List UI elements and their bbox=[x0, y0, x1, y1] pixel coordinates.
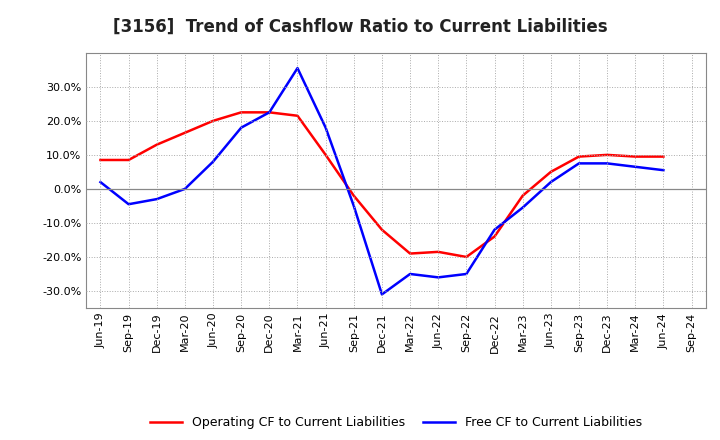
Operating CF to Current Liabilities bbox=[406, 251, 415, 256]
Free CF to Current Liabilities bbox=[603, 161, 611, 166]
Free CF to Current Liabilities bbox=[125, 202, 133, 207]
Operating CF to Current Liabilities bbox=[490, 234, 499, 239]
Operating CF to Current Liabilities bbox=[546, 169, 555, 175]
Operating CF to Current Liabilities bbox=[518, 193, 527, 198]
Operating CF to Current Liabilities bbox=[125, 158, 133, 163]
Legend: Operating CF to Current Liabilities, Free CF to Current Liabilities: Operating CF to Current Liabilities, Fre… bbox=[145, 411, 647, 434]
Line: Operating CF to Current Liabilities: Operating CF to Current Liabilities bbox=[101, 112, 663, 257]
Operating CF to Current Liabilities bbox=[377, 227, 386, 232]
Free CF to Current Liabilities bbox=[293, 66, 302, 71]
Free CF to Current Liabilities bbox=[434, 275, 443, 280]
Free CF to Current Liabilities bbox=[96, 180, 105, 185]
Operating CF to Current Liabilities bbox=[153, 142, 161, 147]
Operating CF to Current Liabilities bbox=[462, 254, 471, 260]
Operating CF to Current Liabilities bbox=[181, 130, 189, 136]
Free CF to Current Liabilities bbox=[265, 110, 274, 115]
Operating CF to Current Liabilities bbox=[96, 158, 105, 163]
Free CF to Current Liabilities bbox=[462, 271, 471, 277]
Line: Free CF to Current Liabilities: Free CF to Current Liabilities bbox=[101, 68, 663, 294]
Free CF to Current Liabilities bbox=[406, 271, 415, 277]
Operating CF to Current Liabilities bbox=[575, 154, 583, 159]
Operating CF to Current Liabilities bbox=[603, 152, 611, 158]
Free CF to Current Liabilities bbox=[153, 197, 161, 202]
Text: [3156]  Trend of Cashflow Ratio to Current Liabilities: [3156] Trend of Cashflow Ratio to Curren… bbox=[113, 18, 607, 36]
Free CF to Current Liabilities bbox=[546, 180, 555, 185]
Free CF to Current Liabilities bbox=[575, 161, 583, 166]
Operating CF to Current Liabilities bbox=[321, 152, 330, 158]
Free CF to Current Liabilities bbox=[490, 227, 499, 232]
Operating CF to Current Liabilities bbox=[659, 154, 667, 159]
Free CF to Current Liabilities bbox=[659, 168, 667, 173]
Operating CF to Current Liabilities bbox=[265, 110, 274, 115]
Free CF to Current Liabilities bbox=[377, 292, 386, 297]
Operating CF to Current Liabilities bbox=[349, 193, 358, 198]
Free CF to Current Liabilities bbox=[518, 205, 527, 210]
Free CF to Current Liabilities bbox=[181, 186, 189, 191]
Operating CF to Current Liabilities bbox=[209, 118, 217, 124]
Free CF to Current Liabilities bbox=[209, 159, 217, 164]
Free CF to Current Liabilities bbox=[349, 203, 358, 209]
Operating CF to Current Liabilities bbox=[293, 113, 302, 118]
Free CF to Current Liabilities bbox=[321, 125, 330, 130]
Operating CF to Current Liabilities bbox=[237, 110, 246, 115]
Free CF to Current Liabilities bbox=[237, 125, 246, 130]
Operating CF to Current Liabilities bbox=[434, 249, 443, 254]
Operating CF to Current Liabilities bbox=[631, 154, 639, 159]
Free CF to Current Liabilities bbox=[631, 164, 639, 169]
